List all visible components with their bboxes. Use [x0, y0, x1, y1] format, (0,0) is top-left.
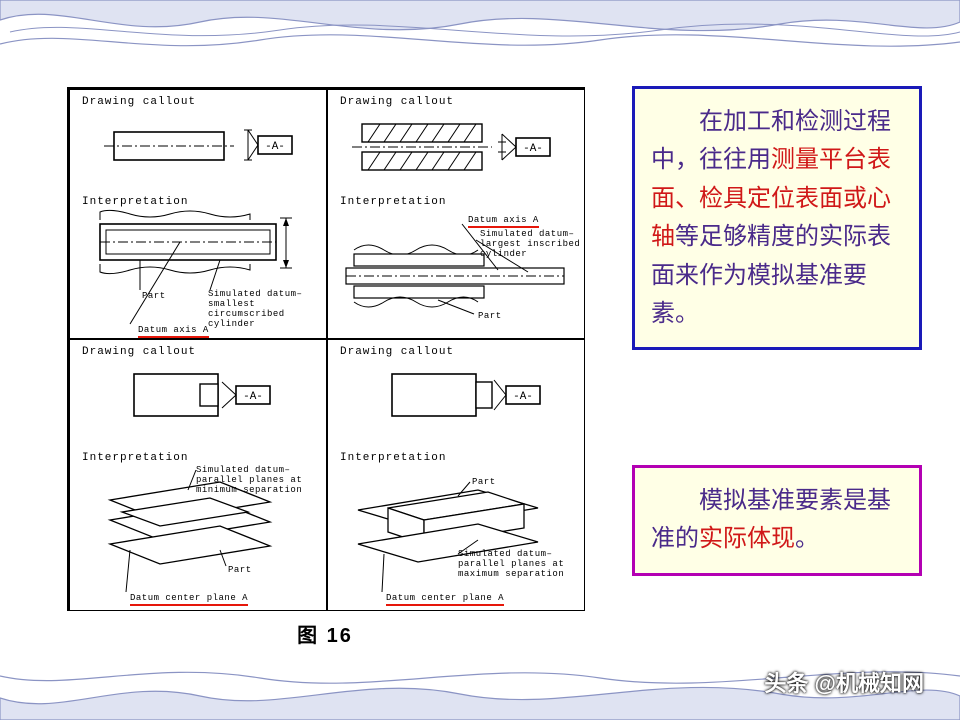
q3-label-simdat: Simulated datum– parallel planes at mini… [196, 466, 302, 496]
svg-text:-A-: -A- [513, 391, 533, 403]
q4-label-part: Part [472, 478, 496, 488]
q1-label-axis: Datum axis A [138, 326, 209, 336]
svg-text:-A-: -A- [243, 391, 263, 403]
sidebar-box-1: 在加工和检测过程中，往往用测量平台表面、检具定位表面或心轴等足够精度的实际表面来… [632, 86, 922, 350]
q3-interp-title: Interpretation [82, 452, 188, 464]
quadrant-3: Drawing callout -A- [69, 339, 327, 611]
q1-label-simdat: Simulated datum– smallest circumscribed … [208, 290, 302, 330]
q4-interp-title: Interpretation [340, 452, 446, 464]
watermark: 头条 @机械知网 [764, 666, 924, 698]
q2-interp-title: Interpretation [340, 196, 446, 208]
b2-seg3: 。 [795, 525, 819, 552]
figure-grid: Drawing callout -A- [67, 87, 585, 611]
figure-caption: 图 16 [67, 619, 583, 648]
q2-label-part: Part [478, 312, 502, 322]
q4-label-plane: Datum center plane A [386, 594, 504, 604]
q2-label-axis: Datum axis A [468, 216, 539, 226]
quadrant-1: Drawing callout -A- [69, 89, 327, 339]
quadrant-4: Drawing callout -A- [327, 339, 585, 611]
q1-label-part: Part [142, 292, 166, 302]
b2-seg2: 实际体现 [699, 525, 795, 552]
q2-drawing: -A- [328, 90, 586, 340]
q3-label-plane: Datum center plane A [130, 594, 248, 604]
figure-16: Drawing callout -A- [66, 86, 584, 644]
q2-label-simdat: Simulated datum– largest inscribed cylin… [480, 230, 580, 260]
quadrant-2: Drawing callout -A- [327, 89, 585, 339]
decor-top [0, 0, 960, 58]
q1-interp-title: Interpretation [82, 196, 188, 208]
svg-text:-A-: -A- [265, 141, 285, 153]
b1-seg5: 。 [675, 300, 699, 327]
svg-text:-A-: -A- [523, 143, 543, 155]
sidebar-box-2: 模拟基准要素是基准的实际体现。 [632, 465, 922, 576]
q3-label-part: Part [228, 566, 252, 576]
q4-label-simdat: Simulated datum– parallel planes at maxi… [458, 550, 564, 580]
